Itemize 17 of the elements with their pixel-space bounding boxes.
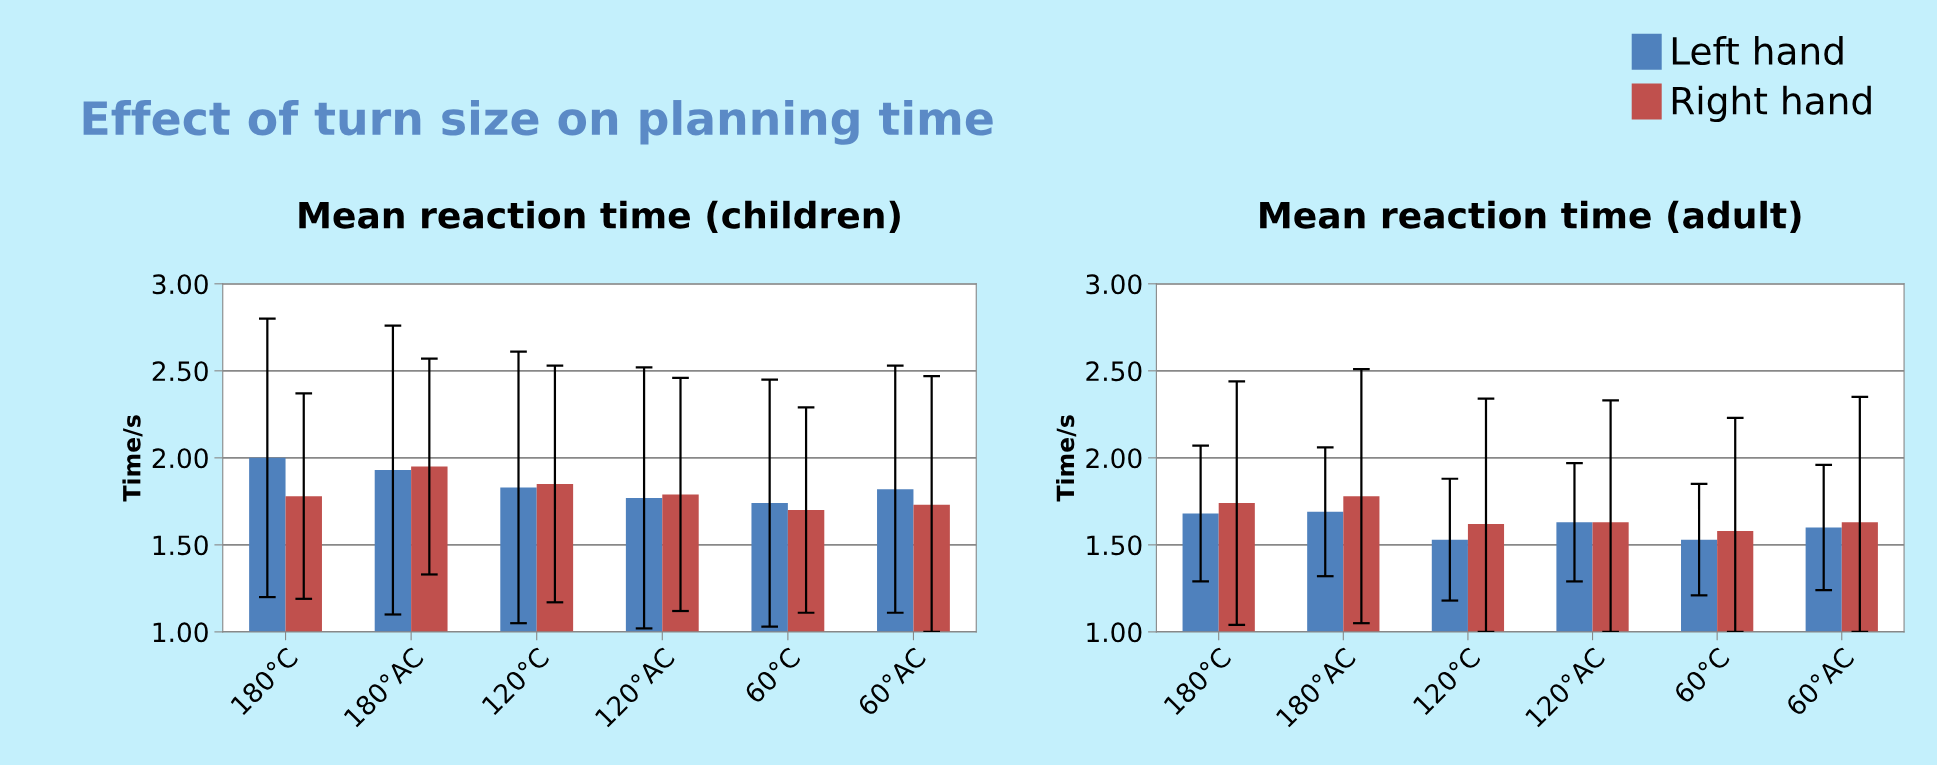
legend-label: Right hand (1672, 85, 1871, 123)
y-tick-label: 2.50 (1086, 361, 1142, 382)
chart-title: Mean reaction time (children) (299, 200, 900, 234)
y-tick-label: 2.00 (1086, 448, 1142, 469)
y-tick-label: 3.00 (1086, 274, 1142, 295)
y-axis-title: Time/s (1056, 415, 1077, 502)
legend-label: Left hand (1672, 36, 1843, 66)
y-tick-label: 1.50 (153, 535, 208, 556)
y-tick-label: 2.00 (152, 448, 208, 469)
y-axis-title: Time/s (122, 415, 143, 502)
y-tick-label: 1.50 (1087, 535, 1142, 556)
text: Effect of turn size on planning time (83, 100, 993, 145)
chart-title: Mean reaction time (adult) (1260, 200, 1801, 234)
y-tick-label: 3.00 (152, 274, 208, 295)
y-tick-label: 1.00 (153, 622, 208, 643)
y-tick-label: 2.50 (152, 361, 208, 382)
y-tick-label: 1.00 (1087, 622, 1142, 643)
